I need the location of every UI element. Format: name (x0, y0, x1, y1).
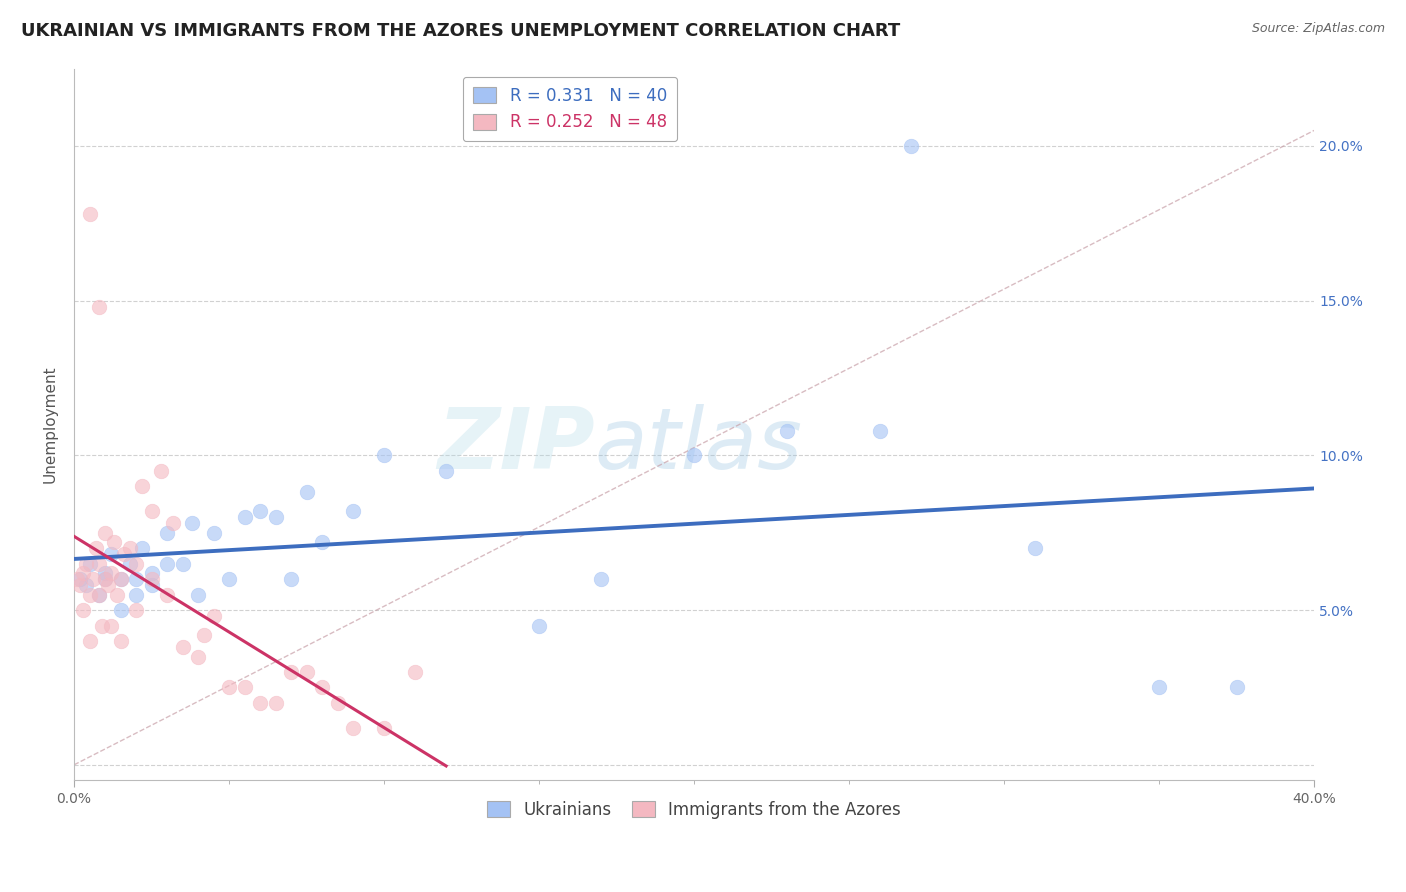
Point (233, 681, 256, 695)
Point (156, 525, 179, 540)
Point (1226, 681, 1249, 695)
Point (1024, 541, 1046, 556)
Point (280, 665, 302, 679)
Point (187, 588, 209, 602)
Point (434, 464, 457, 478)
Point (202, 609, 225, 624)
Text: atlas: atlas (595, 404, 803, 487)
Text: UKRAINIAN VS IMMIGRANTS FROM THE AZORES UNEMPLOYMENT CORRELATION CHART: UKRAINIAN VS IMMIGRANTS FROM THE AZORES … (21, 22, 900, 40)
Point (342, 721, 364, 735)
Point (233, 510, 256, 524)
Point (776, 424, 799, 438)
Point (66, 572, 89, 586)
Point (900, 139, 922, 153)
Point (869, 424, 891, 438)
Point (103, 535, 125, 549)
Point (125, 588, 148, 602)
Point (311, 535, 333, 549)
Point (264, 510, 287, 524)
Point (373, 721, 395, 735)
Point (76, 557, 98, 571)
Point (125, 557, 148, 571)
Point (202, 525, 225, 540)
Point (180, 516, 202, 531)
Point (172, 640, 194, 655)
Text: ZIP: ZIP (437, 404, 595, 487)
Point (280, 572, 302, 586)
Point (69, 572, 91, 586)
Point (69, 578, 91, 592)
Point (311, 681, 333, 695)
Point (683, 448, 706, 462)
Point (342, 504, 364, 518)
Point (131, 541, 153, 556)
Point (87, 588, 110, 602)
Point (193, 628, 215, 642)
Point (100, 618, 122, 632)
Point (87, 588, 110, 602)
Point (118, 541, 141, 556)
Point (76, 578, 98, 592)
Point (1147, 681, 1170, 695)
Point (110, 634, 132, 648)
Point (79, 634, 101, 648)
Point (264, 696, 287, 710)
Point (112, 548, 135, 562)
Point (91, 618, 114, 632)
Point (125, 603, 148, 617)
Point (218, 681, 240, 695)
Point (110, 572, 132, 586)
Point (118, 557, 141, 571)
Point (94, 525, 117, 540)
Point (72, 566, 94, 580)
Point (591, 572, 613, 586)
Point (94, 572, 117, 586)
Point (162, 516, 184, 531)
Point (156, 588, 179, 602)
Point (149, 464, 172, 478)
Point (141, 578, 163, 592)
Point (72, 603, 94, 617)
Point (295, 665, 318, 679)
Point (87, 557, 110, 571)
Point (79, 588, 101, 602)
Point (97, 578, 120, 592)
Y-axis label: Unemployment: Unemployment (44, 366, 58, 483)
Point (141, 572, 163, 586)
Point (110, 572, 132, 586)
Point (110, 603, 132, 617)
Point (295, 485, 318, 500)
Point (94, 566, 117, 580)
Point (87, 300, 110, 314)
Point (187, 649, 209, 664)
Point (100, 548, 122, 562)
Legend: Ukrainians, Immigrants from the Azores: Ukrainians, Immigrants from the Azores (481, 794, 908, 825)
Point (249, 504, 271, 518)
Point (131, 479, 153, 493)
Point (326, 696, 349, 710)
Point (100, 566, 122, 580)
Point (249, 696, 271, 710)
Point (172, 557, 194, 571)
Point (79, 207, 101, 221)
Text: Source: ZipAtlas.com: Source: ZipAtlas.com (1251, 22, 1385, 36)
Point (82, 572, 104, 586)
Point (125, 572, 148, 586)
Point (218, 572, 240, 586)
Point (79, 557, 101, 571)
Point (84, 541, 107, 556)
Point (373, 448, 395, 462)
Point (527, 618, 550, 632)
Point (94, 572, 117, 586)
Point (141, 566, 163, 580)
Point (156, 557, 179, 571)
Point (141, 504, 163, 518)
Point (404, 665, 426, 679)
Point (107, 588, 129, 602)
